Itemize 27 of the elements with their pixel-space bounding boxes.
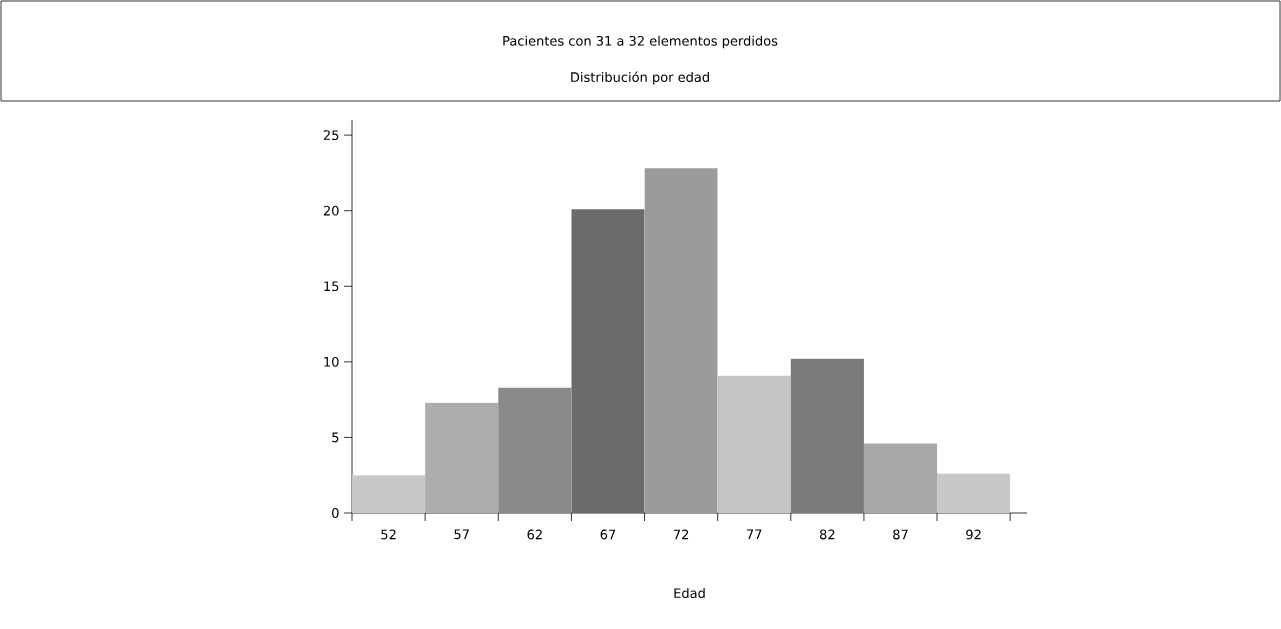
x-tick-label: 62 [527, 529, 542, 540]
bar [790, 358, 864, 514]
bar [644, 168, 718, 514]
y-tick-label: 20 [323, 205, 339, 216]
x-tick-label: 52 [381, 529, 396, 540]
x-tick-label: 92 [966, 529, 981, 540]
bar [352, 475, 426, 514]
y-tick-label: 25 [323, 130, 339, 141]
bar [937, 473, 1011, 514]
y-tick-label: 5 [332, 432, 339, 443]
bar [425, 402, 499, 514]
y-tick-label: 0 [332, 508, 339, 518]
x-tick-label: 72 [673, 529, 689, 540]
bar [863, 443, 938, 514]
chart-title: Pacientes con 31 a 32 elementos perdidos [503, 35, 778, 49]
bar [717, 375, 791, 514]
bar [571, 209, 645, 514]
x-tick-label: 67 [600, 529, 616, 540]
x-axis-title: Edad [674, 587, 705, 599]
chart-subtitle: Distribución por edad [571, 71, 709, 85]
y-tick-label: 15 [324, 281, 339, 292]
x-tick-label: 87 [893, 529, 908, 540]
y-tick-label: 10 [324, 356, 339, 367]
x-tick-label: 77 [747, 529, 762, 540]
bar [498, 387, 572, 514]
x-tick-label: 82 [819, 529, 835, 540]
x-tick-label: 57 [454, 529, 469, 540]
